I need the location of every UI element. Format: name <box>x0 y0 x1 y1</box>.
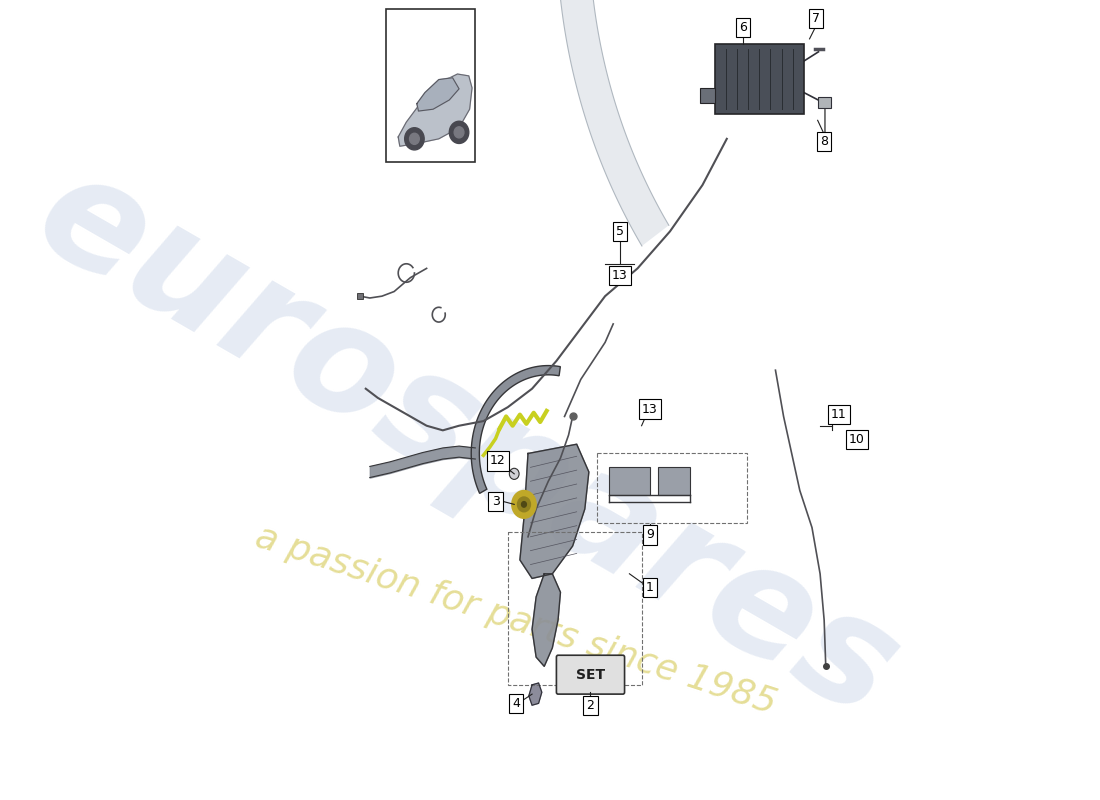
Text: 13: 13 <box>641 402 658 415</box>
Text: 8: 8 <box>821 135 828 148</box>
Polygon shape <box>398 74 472 146</box>
Text: 7: 7 <box>812 12 820 25</box>
Circle shape <box>509 468 519 479</box>
Bar <box>700 88 715 102</box>
Text: 3: 3 <box>492 495 499 508</box>
Circle shape <box>449 122 469 143</box>
Bar <box>609 467 650 495</box>
Polygon shape <box>529 683 542 706</box>
Bar <box>386 10 475 162</box>
Text: 5: 5 <box>616 225 624 238</box>
Bar <box>658 467 691 495</box>
Polygon shape <box>417 78 459 111</box>
Polygon shape <box>532 574 561 666</box>
Text: SET: SET <box>576 668 605 682</box>
Circle shape <box>405 128 425 150</box>
Text: a passion for parts since 1985: a passion for parts since 1985 <box>251 519 781 721</box>
Circle shape <box>454 126 464 138</box>
Bar <box>715 45 804 114</box>
Text: eurospares: eurospares <box>12 138 923 750</box>
Text: 4: 4 <box>512 697 520 710</box>
Polygon shape <box>557 0 669 246</box>
FancyBboxPatch shape <box>557 655 625 694</box>
Text: 9: 9 <box>646 529 653 542</box>
Text: 10: 10 <box>849 433 865 446</box>
Polygon shape <box>471 366 560 494</box>
Circle shape <box>517 497 530 512</box>
Text: 1: 1 <box>646 581 653 594</box>
Circle shape <box>521 502 527 507</box>
Bar <box>818 97 832 108</box>
Text: 11: 11 <box>830 408 847 421</box>
Bar <box>597 454 747 523</box>
Bar <box>508 532 641 685</box>
Text: 2: 2 <box>586 698 594 712</box>
Text: 13: 13 <box>612 270 628 282</box>
Text: 12: 12 <box>491 454 506 467</box>
Text: 6: 6 <box>739 22 747 34</box>
Polygon shape <box>520 444 588 578</box>
Circle shape <box>512 490 536 518</box>
Circle shape <box>409 134 419 144</box>
